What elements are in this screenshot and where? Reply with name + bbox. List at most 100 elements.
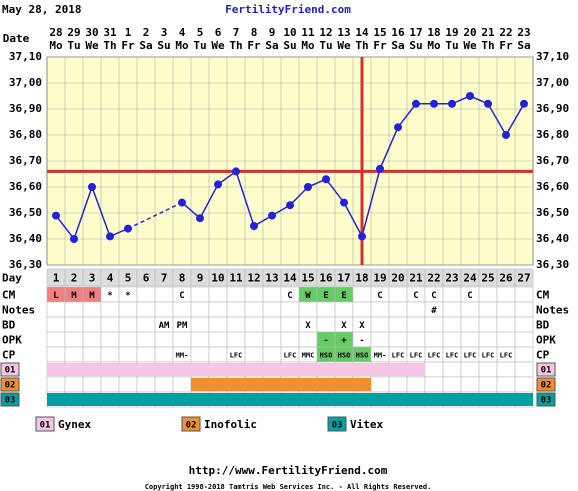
date-label: 4 xyxy=(179,26,186,39)
table-cell xyxy=(154,376,174,393)
table-cell xyxy=(82,346,102,363)
table-cell xyxy=(478,316,498,333)
table-cell xyxy=(496,286,516,303)
temperature-point xyxy=(250,222,258,230)
table-cell xyxy=(82,316,102,333)
table-cell xyxy=(100,301,120,318)
supplement-code-box xyxy=(0,377,20,392)
table-cell xyxy=(244,346,264,363)
table-cell xyxy=(496,301,516,318)
date-label: 28 xyxy=(49,26,62,39)
table-cell xyxy=(478,376,498,393)
weekday-label: Mo xyxy=(175,39,189,52)
weekday-label: Th xyxy=(103,39,116,52)
table-cell xyxy=(460,376,480,393)
temperature-point xyxy=(232,167,240,176)
temperature-point xyxy=(286,201,294,210)
cell-text: LFC xyxy=(464,352,477,360)
weekday-label: Th xyxy=(481,39,494,52)
weekday-label: Tu xyxy=(319,39,332,52)
temperature-point xyxy=(322,175,330,184)
cell-text: MMC xyxy=(302,352,315,360)
date-label: 12 xyxy=(319,26,332,39)
table-cell xyxy=(316,316,336,333)
y-tick-label: 36,40 xyxy=(9,232,42,245)
date-label: 11 xyxy=(301,26,315,39)
table-cell xyxy=(424,331,444,348)
weekday-label: Mo xyxy=(301,39,315,52)
cell-text: - xyxy=(359,336,364,346)
table-cell xyxy=(370,316,390,333)
table-cell xyxy=(100,316,120,333)
y-tick-label-right: 36,60 xyxy=(536,180,569,193)
table-cell xyxy=(316,301,336,318)
table-cell xyxy=(280,331,300,348)
table-cell xyxy=(478,361,498,378)
legend-code: 02 xyxy=(186,421,197,431)
weekday-label: Mo xyxy=(427,39,441,52)
cell-text: HSO xyxy=(320,352,333,360)
legend-code-box xyxy=(35,416,55,432)
table-cell xyxy=(154,301,174,318)
table-cell xyxy=(514,268,534,287)
weekday-label: Fr xyxy=(373,39,387,52)
supplement-code: 01 xyxy=(5,366,16,376)
y-tick-label-right: 37,10 xyxy=(536,50,569,63)
cell-text: 20 xyxy=(391,272,404,285)
supplement-code-right: 02 xyxy=(541,381,552,391)
table-cell xyxy=(208,316,228,333)
cell-text: 24 xyxy=(463,272,477,285)
cell-text: 9 xyxy=(197,272,204,285)
cell-text: C xyxy=(467,291,472,301)
table-cell xyxy=(388,286,408,303)
cell-text: LFC xyxy=(392,352,405,360)
table-cell xyxy=(226,301,246,318)
table-cell xyxy=(460,361,480,378)
cell-text: HSO xyxy=(356,352,369,360)
table-cell xyxy=(118,331,138,348)
table-cell xyxy=(496,361,516,378)
cell-text: X xyxy=(341,321,347,331)
cell-text: C xyxy=(287,291,292,301)
cell-text: 27 xyxy=(517,272,530,285)
temperature-point xyxy=(520,99,528,108)
date-label: 15 xyxy=(373,26,386,39)
date-label: 8 xyxy=(251,26,258,39)
table-cell xyxy=(370,376,390,393)
table-cell xyxy=(118,316,138,333)
table-cell xyxy=(406,376,426,393)
weekday-label: Sa xyxy=(265,39,278,52)
table-cell xyxy=(442,376,462,393)
temperature-point xyxy=(124,224,132,233)
cell-text: 3 xyxy=(89,272,96,285)
weekday-label: We xyxy=(211,39,225,52)
table-cell xyxy=(388,331,408,348)
weekday-label: We xyxy=(337,39,351,52)
temperature-point xyxy=(106,232,114,241)
date-label: 10 xyxy=(283,26,296,39)
weekday-label: Sa xyxy=(391,39,404,52)
cell-text: 17 xyxy=(337,272,350,285)
copyright: Copyright 1998-2018 Tamtris Web Services… xyxy=(145,483,432,491)
date-label: 31 xyxy=(103,26,117,39)
table-cell xyxy=(514,346,534,363)
table-cell xyxy=(442,331,462,348)
date-label: 14 xyxy=(355,26,369,39)
legend-name: Inofolic xyxy=(204,418,257,431)
y-tick-label-right: 36,90 xyxy=(536,102,569,115)
weekday-label: Th xyxy=(229,39,242,52)
table-cell xyxy=(496,331,516,348)
date-label: 16 xyxy=(391,26,405,39)
cell-text: 16 xyxy=(319,272,333,285)
table-cell xyxy=(352,301,372,318)
table-cell xyxy=(298,331,318,348)
cell-text: PM xyxy=(177,321,188,331)
table-cell xyxy=(136,331,156,348)
table-cell xyxy=(388,301,408,318)
table-cell xyxy=(46,316,66,333)
table-cell xyxy=(154,286,174,303)
x-label: Date xyxy=(3,32,30,45)
cell-text: E xyxy=(323,291,328,301)
table-cell xyxy=(208,346,228,363)
date-label: 20 xyxy=(463,26,476,39)
